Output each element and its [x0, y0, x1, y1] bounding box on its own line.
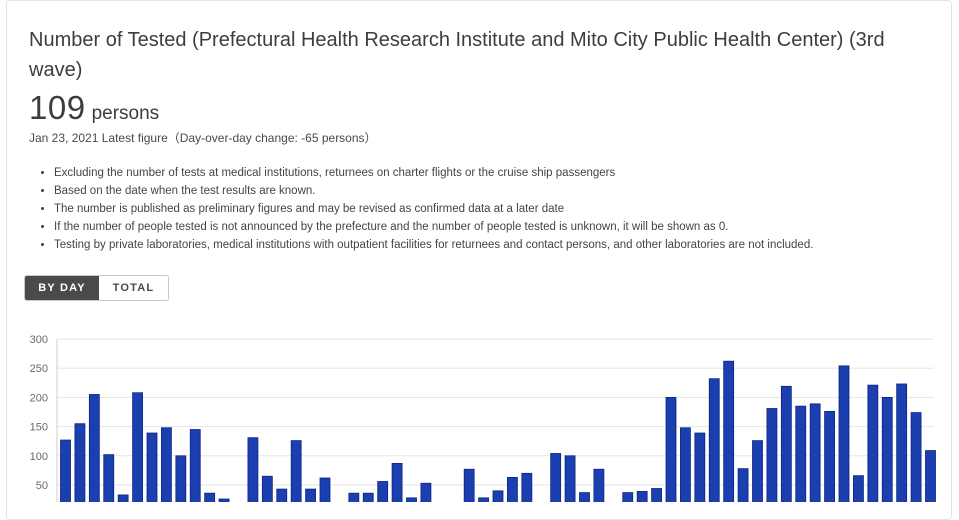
- bar: [406, 497, 417, 502]
- bar: [564, 455, 576, 502]
- bar: [636, 491, 648, 502]
- bar: [348, 492, 360, 502]
- bar: [809, 403, 821, 502]
- bar: [521, 472, 533, 502]
- bar: [362, 492, 374, 502]
- bar: [132, 392, 143, 502]
- notes-list: Excluding the number of tests at medical…: [29, 164, 813, 254]
- bar: [420, 482, 432, 502]
- bar: [218, 498, 230, 502]
- bar: [925, 450, 936, 502]
- bar: [824, 411, 835, 502]
- bar: [867, 384, 879, 502]
- latest-note: Jan 23, 2021 Latest figure（Day-over-day …: [29, 131, 377, 145]
- bar: [247, 437, 259, 502]
- bar: [896, 383, 908, 502]
- bar: [117, 494, 129, 502]
- latest-value: 109: [29, 89, 86, 126]
- bar: [881, 397, 893, 502]
- bar: [651, 488, 662, 502]
- bar: [305, 488, 316, 502]
- data-kind-toggle: BY DAY TOTAL: [24, 275, 169, 301]
- bar: [910, 412, 922, 502]
- bar: [622, 492, 634, 502]
- by-day-button[interactable]: BY DAY: [25, 276, 99, 300]
- bar: [737, 468, 749, 502]
- bar: [261, 475, 273, 502]
- bar: [478, 497, 489, 502]
- bar: [694, 432, 706, 502]
- bar: [593, 468, 605, 502]
- bar: [723, 360, 735, 502]
- bar: [377, 481, 389, 502]
- bar-chart: 050100150200250300: [30, 334, 936, 502]
- note-item: The number is published as preliminary f…: [54, 200, 813, 218]
- bar: [319, 477, 331, 502]
- bar: [74, 423, 86, 502]
- bar: [463, 468, 475, 502]
- y-tick-label: 200: [30, 392, 48, 404]
- bar: [780, 385, 792, 502]
- y-tick-label: 150: [30, 422, 48, 434]
- bar: [391, 462, 403, 502]
- note-item: Excluding the number of tests at medical…: [54, 164, 813, 182]
- bar: [665, 397, 677, 502]
- bar: [103, 454, 115, 502]
- bar: [795, 405, 807, 502]
- y-tick-label: 300: [30, 334, 48, 346]
- bar: [492, 490, 504, 502]
- bar: [161, 427, 172, 502]
- total-button[interactable]: TOTAL: [99, 276, 168, 300]
- bar: [752, 440, 763, 502]
- bar: [853, 475, 864, 502]
- bar: [838, 365, 850, 502]
- bar: [507, 477, 518, 502]
- card-title: Number of Tested (Prefectural Health Res…: [29, 29, 885, 81]
- bar: [60, 439, 71, 502]
- y-tick-label: 250: [30, 363, 48, 375]
- bar: [204, 492, 216, 502]
- latest-figure: 109 persons: [29, 89, 159, 127]
- bar: [290, 440, 302, 502]
- note-item: Testing by private laboratories, medical…: [54, 236, 813, 254]
- bar: [550, 453, 562, 502]
- bar: [766, 408, 778, 502]
- bar: [146, 432, 158, 502]
- bar: [708, 378, 720, 502]
- note-item: Based on the date when the test results …: [54, 182, 813, 200]
- bar: [579, 492, 590, 502]
- note-item: If the number of people tested is not an…: [54, 218, 813, 236]
- bar: [189, 429, 201, 502]
- bar: [175, 455, 187, 502]
- bar: [88, 394, 100, 502]
- bar: [680, 427, 691, 502]
- bar: [276, 488, 288, 502]
- y-tick-label: 50: [36, 480, 48, 492]
- y-tick-label: 100: [30, 451, 48, 463]
- latest-unit: persons: [91, 103, 160, 124]
